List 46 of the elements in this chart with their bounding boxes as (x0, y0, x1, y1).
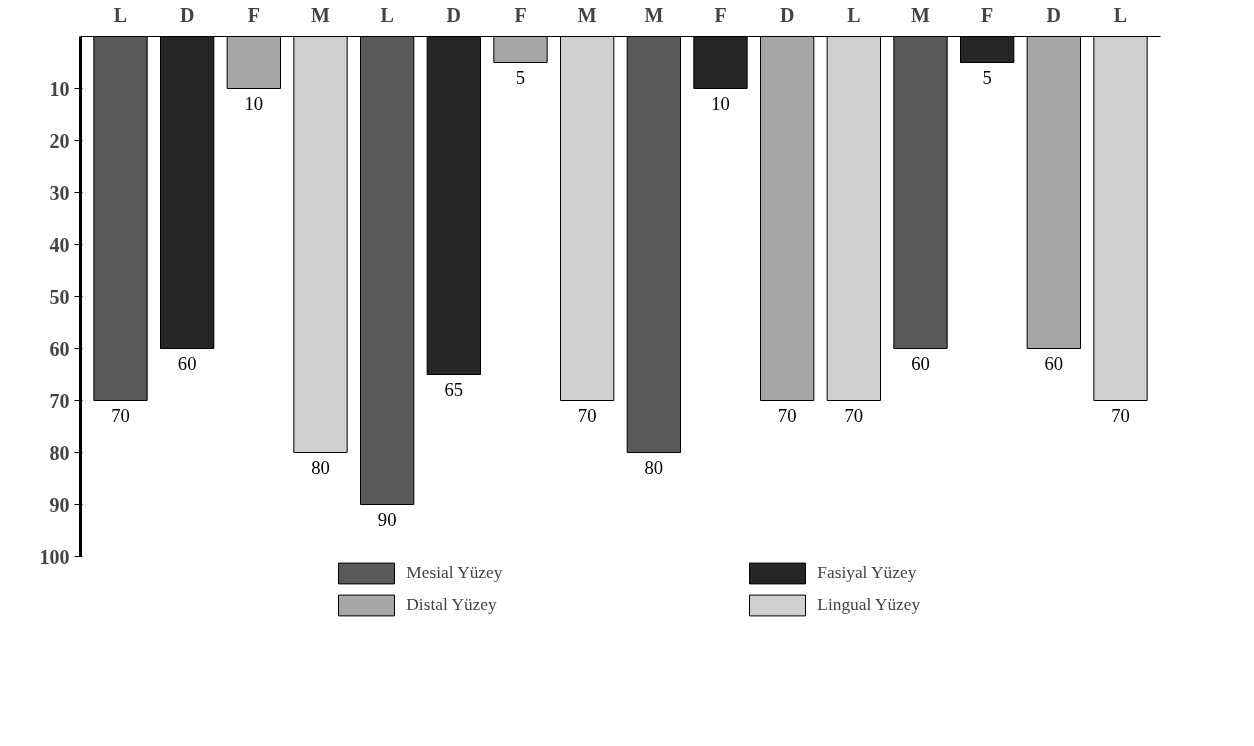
x-tick-label: D (446, 3, 462, 26)
data-label: 70 (577, 404, 597, 426)
data-label: 65 (444, 378, 464, 400)
y-tick-label: 20 (49, 129, 70, 152)
data-label: 5 (982, 66, 992, 88)
y-tick-label: 80 (49, 441, 70, 464)
y-tick-label: 50 (49, 285, 70, 308)
data-label: 90 (377, 508, 397, 530)
x-tick-label: D (779, 3, 795, 26)
x-tick-label: L (113, 3, 128, 26)
y-tick-label: 40 (49, 233, 70, 256)
x-tick-label: M (644, 3, 664, 26)
y-tick-label: 100 (39, 545, 70, 568)
x-tick-label: F (981, 3, 994, 26)
y-tick-label: 30 (49, 181, 70, 204)
x-tick-label: L (380, 3, 394, 26)
x-tick-label: D (1046, 3, 1062, 26)
legend-label: Lingual Yüzey (817, 595, 922, 615)
data-label: 60 (177, 352, 197, 374)
legend-label: Mesial Yüzey (406, 563, 504, 583)
data-label: 60 (1044, 352, 1064, 374)
data-label: 80 (311, 456, 330, 478)
x-tick-label: D (179, 3, 195, 26)
data-label: 10 (244, 92, 264, 114)
y-tick-label: 70 (49, 389, 70, 412)
legend-label: Fasiyal Yüzey (817, 563, 918, 583)
x-tick-label: M (311, 3, 331, 26)
y-tick-label: 90 (49, 493, 70, 516)
data-label: 70 (777, 404, 797, 426)
x-tick-label: M (911, 3, 931, 26)
data-label: 10 (711, 92, 730, 114)
data-label: 70 (844, 404, 864, 426)
data-label: 70 (1111, 404, 1130, 426)
x-tick-label: L (847, 3, 861, 26)
data-label: 70 (111, 404, 130, 426)
data-label: 5 (515, 66, 526, 88)
y-tick-label: 60 (49, 337, 70, 360)
legend-label: Distal Yüzey (406, 595, 498, 615)
x-tick-label: F (514, 3, 527, 26)
data-label: 80 (644, 456, 664, 478)
x-tick-label: M (577, 3, 597, 26)
x-tick-label: F (247, 3, 260, 26)
x-tick-label: F (714, 3, 727, 26)
data-label: 60 (911, 352, 930, 374)
x-tick-label: L (1113, 3, 1128, 26)
y-tick-label: 10 (49, 77, 70, 100)
